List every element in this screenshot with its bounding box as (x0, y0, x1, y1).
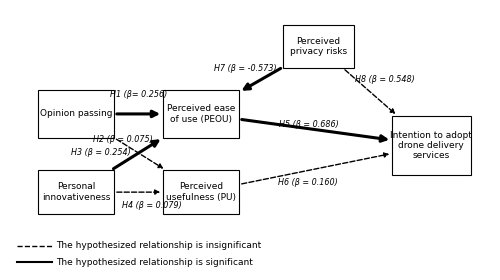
Text: H4 (β = 0.079): H4 (β = 0.079) (122, 201, 182, 210)
Text: H6 (β = 0.160): H6 (β = 0.160) (278, 178, 338, 187)
Text: H1 (β= 0.256): H1 (β= 0.256) (110, 90, 167, 99)
Text: Opinion passing: Opinion passing (40, 109, 113, 118)
Text: Perceived
usefulness (PU): Perceived usefulness (PU) (166, 183, 236, 202)
Text: Perceived
privacy risks: Perceived privacy risks (290, 37, 347, 56)
Text: H8 (β = 0.548): H8 (β = 0.548) (355, 75, 414, 84)
Text: H2 (β = 0.075): H2 (β = 0.075) (92, 136, 152, 144)
FancyBboxPatch shape (392, 116, 470, 175)
FancyBboxPatch shape (163, 170, 239, 214)
FancyBboxPatch shape (283, 25, 354, 68)
Text: H7 (β = -0.573): H7 (β = -0.573) (214, 64, 276, 73)
Text: The hypothesized relationship is significant: The hypothesized relationship is signifi… (56, 258, 254, 267)
Text: H5 (β = 0.686): H5 (β = 0.686) (279, 120, 338, 129)
FancyBboxPatch shape (38, 170, 114, 214)
Text: Personal
innovativeness: Personal innovativeness (42, 183, 110, 202)
Text: Perceived ease
of use (PEOU): Perceived ease of use (PEOU) (167, 104, 235, 124)
Text: The hypothesized relationship is insignificant: The hypothesized relationship is insigni… (56, 241, 262, 250)
FancyBboxPatch shape (38, 90, 114, 138)
Text: Intention to adopt
drone delivery
services: Intention to adopt drone delivery servic… (390, 130, 472, 160)
Text: H3 (β = 0.254): H3 (β = 0.254) (70, 148, 130, 157)
FancyBboxPatch shape (163, 90, 239, 138)
